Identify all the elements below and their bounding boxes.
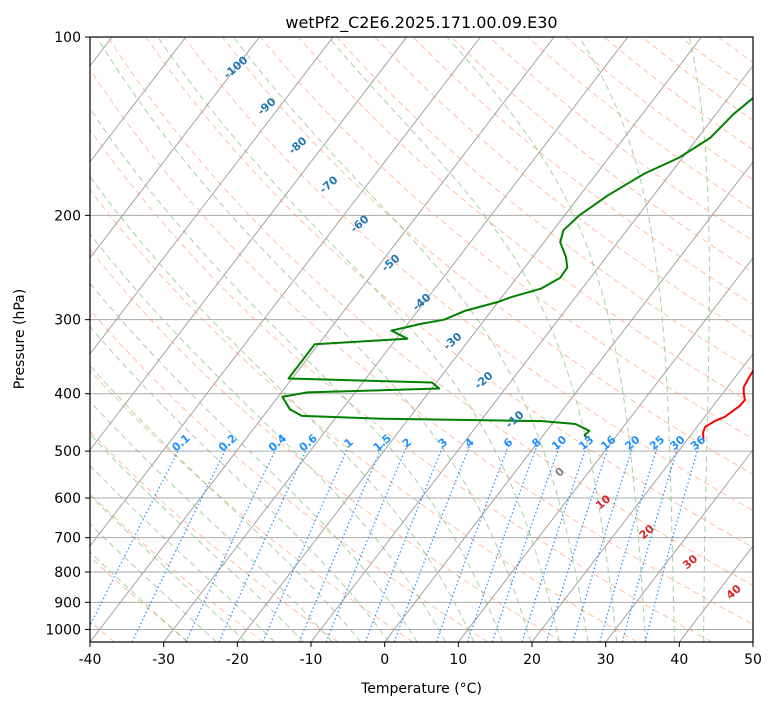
y-tick-label: 100 (54, 30, 81, 46)
chart-title: wetPf2_C2E6.2025.171.00.09.E30 (285, 13, 557, 33)
y-axis-label: Pressure (hPa) (12, 289, 28, 389)
y-tick-label: 400 (54, 387, 81, 403)
x-tick-label: -10 (300, 652, 323, 668)
y-tick-label: 800 (54, 565, 81, 581)
x-tick-label: 40 (670, 652, 688, 668)
x-tick-label: -20 (226, 652, 249, 668)
x-tick-label: 0 (380, 652, 389, 668)
y-tick-label: 500 (54, 444, 81, 460)
x-tick-label: 20 (523, 652, 541, 668)
y-tick-label: 300 (54, 313, 81, 329)
y-tick-label: 900 (54, 595, 81, 611)
x-tick-label: -40 (79, 652, 102, 668)
y-tick-label: 600 (54, 491, 81, 507)
y-tick-label: 1000 (45, 622, 81, 638)
x-tick-label: 30 (597, 652, 615, 668)
x-tick-label: -30 (152, 652, 175, 668)
y-tick-label: 700 (54, 531, 81, 547)
x-tick-label: 50 (744, 652, 762, 668)
y-tick-label: 200 (54, 208, 81, 224)
x-tick-label: 10 (449, 652, 467, 668)
x-axis-label: Temperature (°C) (360, 681, 482, 697)
